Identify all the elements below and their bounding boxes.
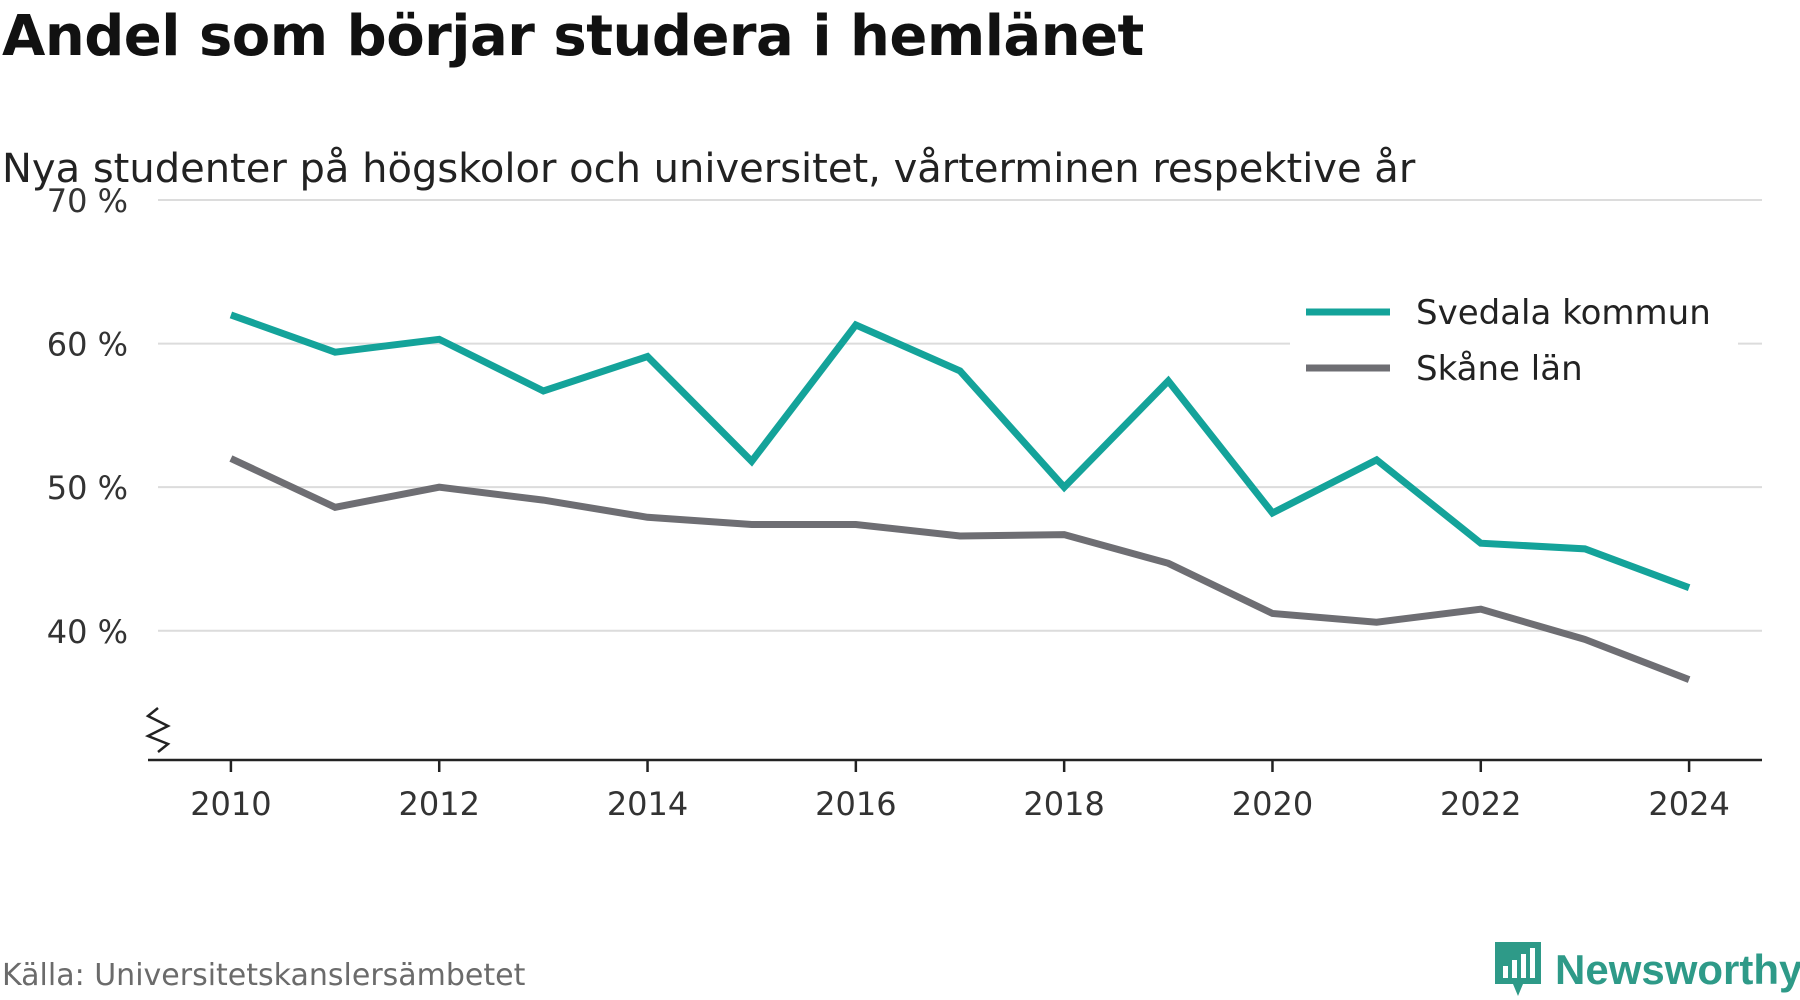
y-tick-label-70: 70 % [47, 182, 128, 220]
brand-name: Newsworthy [1555, 946, 1800, 993]
legend-label-1: Svedala kommun [1416, 293, 1711, 333]
series-line-2 [229, 455, 1691, 683]
x-tick-label-2014: 2014 [607, 785, 688, 823]
newsworthy-logo-icon [1495, 942, 1541, 996]
y-tick-label-40: 40 % [47, 613, 128, 651]
x-axis: 2010 2012 2014 2016 2018 2020 2022 2024 [148, 758, 1762, 823]
legend: Svedala kommun Skåne län [1290, 280, 1738, 392]
y-tick-label-50: 50 % [47, 469, 128, 507]
y-axis-break [144, 707, 171, 753]
series-line-1 [229, 311, 1691, 591]
x-tick-label-2016: 2016 [815, 785, 896, 823]
gridlines [158, 199, 1762, 632]
x-tick-label-2022: 2022 [1440, 785, 1521, 823]
chart-title: Andel som börjar studera i hemlänet [2, 4, 1144, 69]
y-axis-ticks: 40 % 50 % 60 % 70 % [47, 182, 171, 753]
x-tick-label-2024: 2024 [1648, 785, 1729, 823]
legend-background [1290, 280, 1738, 392]
x-tick-label-2018: 2018 [1023, 785, 1104, 823]
brand-logo: Newsworthy [1493, 940, 1800, 1000]
legend-label-2: Skåne län [1416, 349, 1583, 389]
x-tick-label-2012: 2012 [399, 785, 480, 823]
line-chart: 40 % 50 % 60 % 70 % 2010 2012 2014 2016 2018 202… [47, 182, 1762, 823]
series-lines [229, 311, 1691, 683]
x-tick-label-2010: 2010 [190, 785, 271, 823]
x-tick-label-2020: 2020 [1232, 785, 1313, 823]
y-tick-label-60: 60 % [47, 326, 128, 364]
source-note: Källa: Universitetskanslersämbetet [2, 958, 526, 993]
chart-subtitle: Nya studenter på högskolor och universit… [2, 146, 1416, 192]
